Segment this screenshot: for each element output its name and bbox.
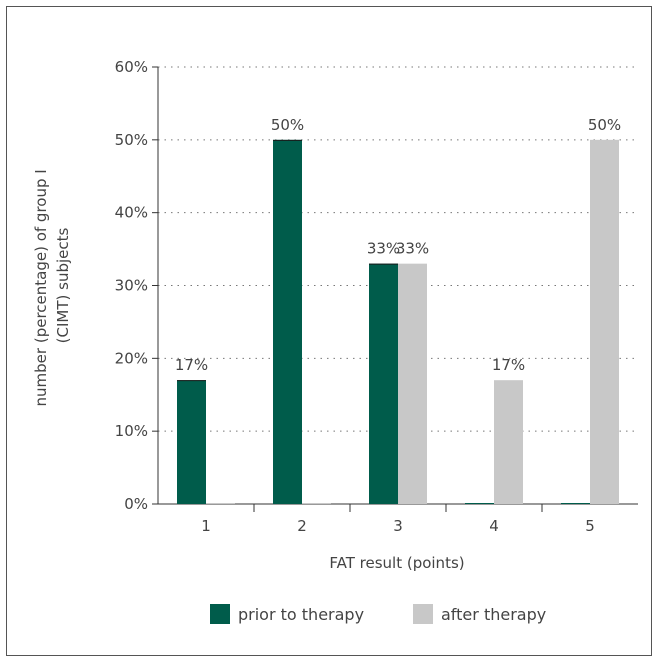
bar-prior-2 — [273, 139, 302, 505]
y-axis: 0% 10% 20% 30% 40% 50% 60% — [115, 58, 159, 513]
data-label: 17% — [492, 356, 525, 374]
x-tick-label: 1 — [201, 517, 211, 535]
bar-prior-1 — [177, 380, 206, 504]
chart-frame — [6, 6, 652, 656]
y-tick-label: 50% — [115, 131, 148, 149]
y-tick-label: 40% — [115, 204, 148, 222]
data-label: 50% — [588, 116, 621, 134]
y-tick-label: 60% — [115, 58, 148, 76]
bar-prior-3 — [369, 263, 398, 504]
x-tick-label: 5 — [585, 517, 595, 535]
bar-after-4 — [494, 380, 523, 504]
y-axis-title-line-1: number (percentage) of group I — [32, 169, 50, 406]
x-axis: 1 2 3 4 5 — [158, 503, 638, 535]
x-tick-label: 4 — [489, 517, 499, 535]
y-tick-label: 30% — [115, 277, 148, 295]
x-tick-label: 3 — [393, 517, 403, 535]
data-label: 33% — [396, 240, 429, 258]
y-tick-label: 10% — [115, 422, 148, 440]
data-label: 50% — [271, 116, 304, 134]
data-label: 33% — [367, 240, 400, 258]
legend-label-after: after therapy — [441, 605, 546, 624]
y-tick-label: 20% — [115, 349, 148, 367]
y-axis-title-line-2: (CIMT) subjects — [54, 227, 72, 343]
bar-after-5 — [590, 139, 619, 505]
legend-swatch-after — [413, 604, 433, 624]
y-axis-title: number (percentage) of group I (CIMT) su… — [32, 165, 72, 407]
legend-label-prior: prior to therapy — [238, 605, 364, 624]
y-tick-label: 0% — [124, 495, 148, 513]
x-axis-title: FAT result (points) — [329, 554, 464, 572]
bar-after-3 — [398, 263, 427, 504]
bars — [177, 139, 619, 505]
x-tick-label: 2 — [297, 517, 307, 535]
legend: prior to therapy after therapy — [210, 604, 546, 624]
data-labels: 17% 50% 33%33% 17% 50% — [175, 116, 621, 374]
data-label: 17% — [175, 356, 208, 374]
legend-swatch-prior — [210, 604, 230, 624]
